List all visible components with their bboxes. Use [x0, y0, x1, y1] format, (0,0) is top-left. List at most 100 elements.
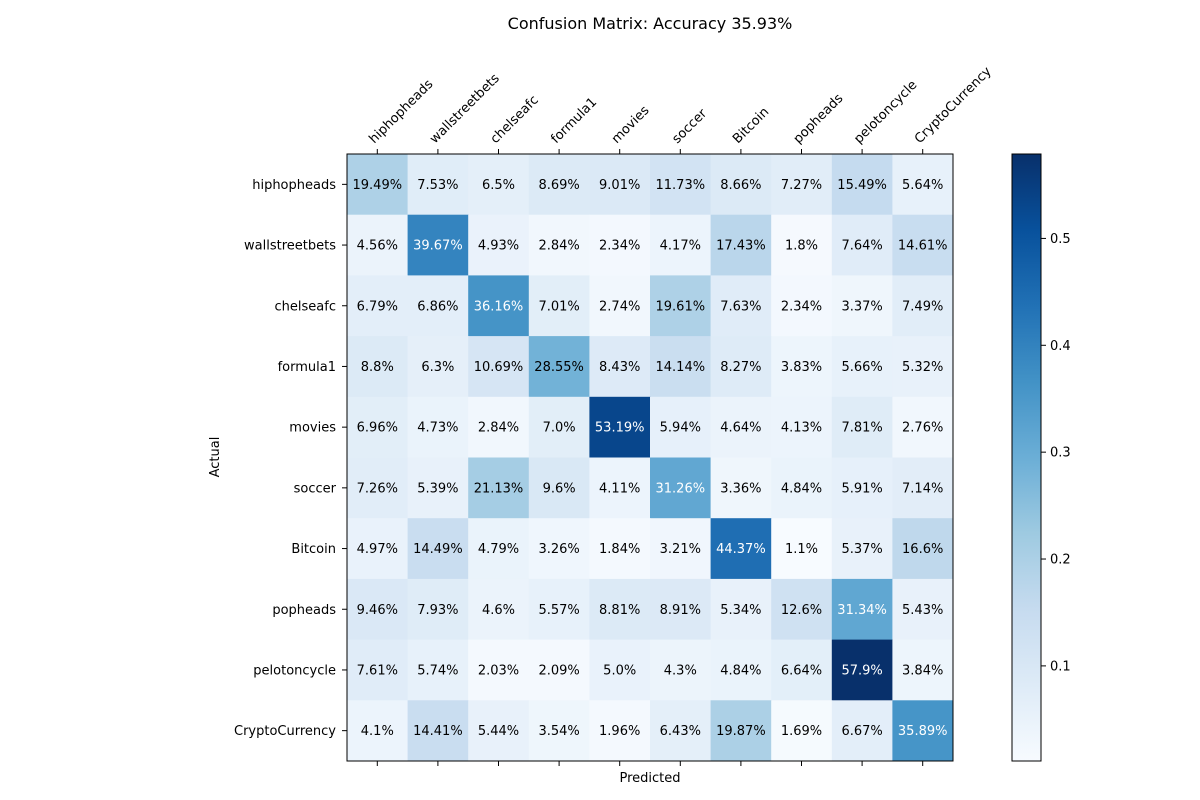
- heatmap-cell: [831, 518, 893, 580]
- colorbar-tick-label: 0.3: [1050, 446, 1071, 461]
- heatmap-cell: [650, 700, 712, 762]
- heatmap-cell: [831, 336, 893, 398]
- heatmap-cell: [650, 214, 712, 276]
- cell-value-label: 4.73%: [417, 421, 458, 436]
- cell-value-label: 2.34%: [599, 239, 640, 254]
- heatmap-cell: [831, 578, 893, 641]
- cell-value-label: 7.27%: [781, 178, 822, 193]
- heatmap-cell: [347, 154, 409, 216]
- heatmap-cell: [831, 457, 893, 519]
- heatmap-frame: [346, 153, 954, 762]
- cell-value-label: 2.03%: [478, 663, 519, 678]
- cell-value-label: 31.34%: [837, 603, 887, 618]
- heatmap-cell: [650, 336, 712, 398]
- cell-value-label: 5.32%: [902, 360, 943, 375]
- y-tick-label: pelotoncycle: [253, 663, 336, 678]
- heatmap-cell: [892, 578, 954, 641]
- cell-value-label: 5.57%: [538, 603, 579, 618]
- heatmap-cell: [710, 457, 772, 519]
- cell-value-label: 4.84%: [720, 663, 761, 678]
- heatmap-cell: [347, 214, 409, 276]
- cell-value-label: 8.81%: [599, 603, 640, 618]
- x-tick-label: Bitcoin: [730, 105, 772, 147]
- cell-value-label: 4.3%: [664, 663, 697, 678]
- cell-value-label: 2.84%: [538, 239, 579, 254]
- heatmap-cell: [468, 154, 530, 216]
- heatmap-cell: [589, 578, 651, 641]
- heatmap-cell: [589, 336, 651, 398]
- heatmap-cell: [528, 518, 590, 580]
- heatmap-cell: [528, 336, 590, 398]
- heatmap-cell-labels: 19.49% 7.53% 6.5% 8.69% 9.01% 11.73% 8.66% 7.27…: [353, 178, 948, 739]
- cell-value-label: 14.49%: [413, 542, 463, 557]
- y-tick-label: hiphopheads: [252, 178, 336, 193]
- cell-value-label: 15.49%: [837, 178, 887, 193]
- cell-value-label: 6.5%: [482, 178, 515, 193]
- cell-value-label: 7.14%: [902, 481, 943, 496]
- cell-value-label: 1.84%: [599, 542, 640, 557]
- cell-value-label: 1.96%: [599, 724, 640, 739]
- colorbar-tick-label: 0.2: [1050, 553, 1071, 568]
- cell-value-label: 5.43%: [902, 603, 943, 618]
- cell-value-label: 10.69%: [474, 360, 524, 375]
- cell-value-label: 5.91%: [841, 481, 882, 496]
- y-tick-label: formula1: [278, 360, 336, 375]
- heatmap-cells: [347, 154, 954, 762]
- cell-value-label: 5.39%: [417, 481, 458, 496]
- cell-value-label: 5.37%: [841, 542, 882, 557]
- heatmap-cell: [468, 336, 530, 398]
- heatmap-cell: [407, 578, 469, 641]
- heatmap-cell: [650, 154, 712, 216]
- heatmap-cell: [710, 154, 772, 216]
- heatmap-cell: [771, 336, 833, 398]
- heatmap-cell: [771, 457, 833, 519]
- heatmap-cell: [407, 396, 469, 458]
- cell-value-label: 6.64%: [781, 663, 822, 678]
- heatmap-cell: [347, 578, 409, 641]
- cell-value-label: 6.96%: [357, 421, 398, 436]
- heatmap-cell: [710, 700, 772, 762]
- cell-value-label: 3.26%: [538, 542, 579, 557]
- cell-value-label: 2.74%: [599, 299, 640, 314]
- cell-value-label: 19.87%: [716, 724, 766, 739]
- y-tick-label: wallstreetbets: [244, 239, 336, 254]
- x-tick-label: soccer: [670, 106, 711, 147]
- heatmap-cell: [771, 214, 833, 276]
- heatmap-cell: [710, 396, 772, 458]
- cell-value-label: 2.84%: [478, 421, 519, 436]
- cell-value-label: 19.61%: [656, 299, 706, 314]
- heatmap-cell: [892, 214, 954, 276]
- cell-value-label: 4.93%: [478, 239, 519, 254]
- heatmap-cell: [407, 639, 469, 701]
- heatmap-cell: [468, 396, 530, 458]
- heatmap-cell: [589, 154, 651, 216]
- cell-value-label: 7.64%: [841, 239, 882, 254]
- heatmap-cell: [347, 457, 409, 519]
- cell-value-label: 7.01%: [538, 299, 579, 314]
- heatmap-cell: [589, 639, 651, 701]
- heatmap-cell: [710, 639, 772, 701]
- cell-value-label: 2.34%: [781, 299, 822, 314]
- cell-value-label: 2.76%: [902, 421, 943, 436]
- y-tick-label: soccer: [294, 481, 337, 496]
- x-axis-label: Predicted: [619, 771, 680, 786]
- cell-value-label: 8.27%: [720, 360, 761, 375]
- cell-value-label: 36.16%: [474, 299, 524, 314]
- heatmap-cell: [892, 700, 954, 762]
- heatmap-cell: [468, 275, 530, 337]
- cell-value-label: 21.13%: [474, 481, 524, 496]
- heatmap-cell: [589, 518, 651, 580]
- y-axis-ticks: hiphopheads wallstreetbets chelseafc formul…: [234, 178, 347, 739]
- heatmap-cell: [650, 457, 712, 519]
- cell-value-label: 8.66%: [720, 178, 761, 193]
- cell-value-label: 9.46%: [357, 603, 398, 618]
- heatmap-cell: [347, 700, 409, 762]
- cell-value-label: 8.91%: [660, 603, 701, 618]
- heatmap-cell: [771, 275, 833, 337]
- cell-value-label: 31.26%: [656, 481, 706, 496]
- heatmap-cell: [347, 396, 409, 458]
- cell-value-label: 5.0%: [603, 663, 636, 678]
- heatmap-cell: [771, 154, 833, 216]
- cell-value-label: 53.19%: [595, 421, 645, 436]
- y-tick-label: chelseafc: [275, 299, 336, 314]
